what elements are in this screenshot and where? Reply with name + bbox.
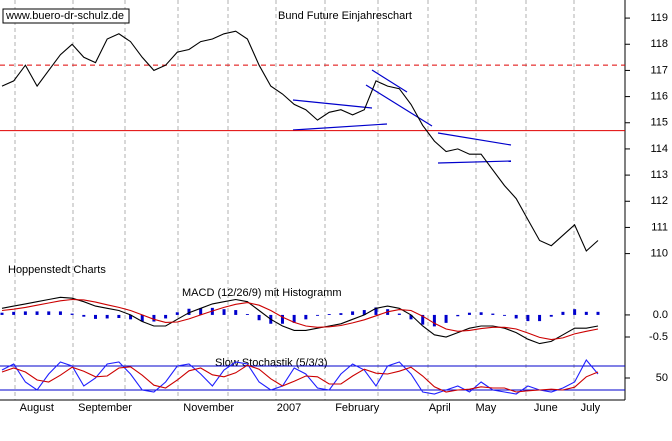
histogram-bar [351, 311, 355, 315]
y-tick-label: 50 [656, 372, 668, 384]
histogram-bar [164, 314, 168, 319]
histogram-bar [280, 314, 284, 324]
histogram-bar [82, 314, 86, 317]
histogram-bar [70, 313, 74, 315]
histogram-bar [35, 311, 39, 315]
x-tick-label: August [20, 402, 54, 414]
y-tick-label: 112 [650, 195, 668, 207]
series-line [1, 296, 599, 345]
x-tick-label: April [429, 402, 451, 414]
histogram-bar [245, 314, 249, 315]
histogram-bar [47, 311, 51, 315]
y-tick-label: -0.5 [649, 331, 668, 343]
histogram-bar [421, 314, 425, 325]
source: www.buero-dr-schulz.de [5, 10, 124, 22]
histogram-bar [129, 314, 133, 320]
histogram-bar [234, 310, 238, 315]
histogram-bar [549, 314, 553, 317]
macd-title: MACD (12/26/9) mit Histogramm [182, 287, 342, 299]
histogram-bar [222, 309, 226, 315]
histogram-bar [467, 312, 471, 315]
histogram-bar [257, 314, 261, 321]
histogram-bar [12, 311, 16, 315]
y-tick-label: 114 [650, 143, 668, 155]
x-tick-label: February [335, 402, 380, 414]
series-line [1, 364, 599, 393]
x-tick-label: June [534, 402, 558, 414]
histogram-bar [304, 314, 308, 320]
y-tick-label: 115 [650, 117, 668, 129]
histogram-bar [584, 311, 588, 315]
histogram-bar [140, 314, 144, 322]
histogram-bar [58, 311, 62, 315]
histogram-bar [362, 310, 366, 315]
histogram-bar [199, 308, 203, 315]
histogram-bar [479, 312, 483, 315]
x-tick-label: July [581, 402, 601, 414]
histogram-bar [374, 307, 378, 315]
histogram-bar [152, 314, 156, 322]
stoch-title: Slow Stochastik (5/3/3) [215, 357, 328, 369]
month-grid [14, 0, 575, 400]
histogram-bar [175, 312, 179, 315]
histogram-bar [292, 314, 296, 323]
histogram-bar [339, 313, 343, 315]
histogram-bar [538, 314, 542, 322]
credit: Hoppenstedt Charts [8, 264, 106, 276]
y-tick-label: 113 [650, 169, 668, 181]
series-line [1, 359, 599, 395]
y-tick-label: 119 [650, 12, 668, 24]
y-tick-label: 118 [650, 38, 668, 50]
histogram-bar [397, 313, 401, 315]
histogram-bar [316, 314, 320, 316]
series-line [1, 298, 599, 341]
histogram-bar [23, 311, 27, 315]
x-tick-label: May [475, 402, 496, 414]
histogram-bar [409, 314, 413, 320]
histogram-bar [526, 314, 530, 322]
y-tick-label: 116 [650, 90, 668, 102]
histogram-bar [573, 309, 577, 315]
histogram-bar [327, 314, 331, 315]
histogram-bar [503, 314, 507, 316]
histogram-bar [596, 311, 600, 315]
histogram-bar [491, 313, 495, 315]
x-tick-label: 2007 [277, 402, 301, 414]
x-tick-label: November [183, 402, 234, 414]
histogram-bar [561, 311, 565, 315]
y-tick-label: 111 [651, 221, 668, 233]
histogram-bar [432, 314, 436, 327]
histogram-bar [514, 314, 518, 319]
histogram-bar [187, 308, 191, 315]
histogram-bar [117, 314, 121, 319]
histogram-bar [444, 314, 448, 323]
series-line [1, 30, 599, 252]
y-tick-label: 0.0 [653, 309, 668, 321]
x-tick-label: September [78, 402, 132, 414]
histogram-bar [93, 314, 97, 319]
y-tick-label: 110 [650, 248, 668, 260]
chart-title: Bund Future Einjahreschart [278, 10, 412, 22]
histogram-bar [105, 314, 109, 319]
source-box [2, 8, 130, 24]
trendlines [292, 69, 512, 164]
y-tick-label: 117 [650, 64, 668, 76]
histogram-bar [0, 312, 4, 315]
histogram-bar [456, 314, 460, 317]
